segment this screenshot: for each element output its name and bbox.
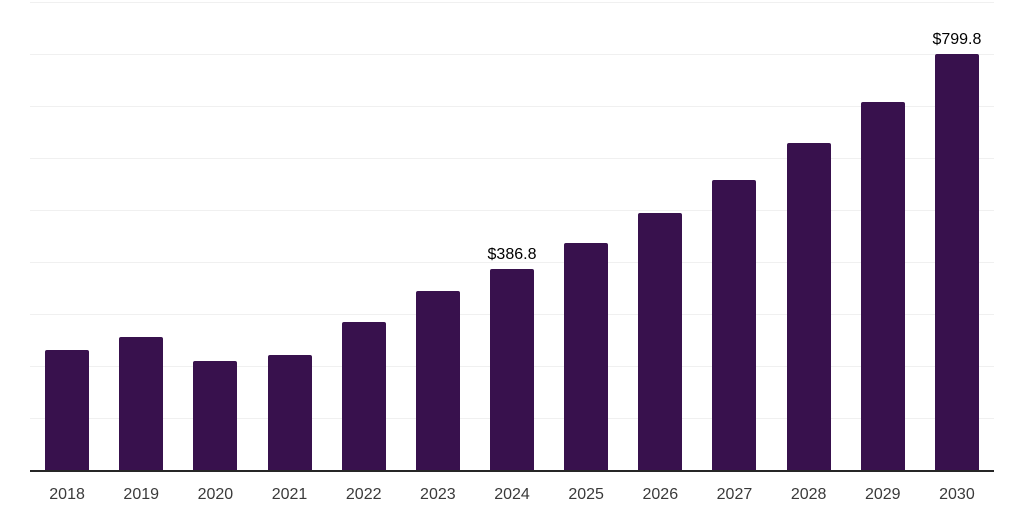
bar-2026 xyxy=(638,213,683,470)
x-tick-label-2028: 2028 xyxy=(790,486,827,503)
data-label-2024: $386.8 xyxy=(487,245,537,263)
bar-2029 xyxy=(860,102,905,470)
plot-area: $386.8 $799.8 xyxy=(30,2,994,470)
bar-2027 xyxy=(712,180,757,470)
bar-2021 xyxy=(267,355,312,470)
bar-2024 xyxy=(490,268,534,470)
bar-2018 xyxy=(45,350,90,470)
gridline-400 xyxy=(30,262,994,263)
bar-2020 xyxy=(193,360,238,470)
bar-2028 xyxy=(786,143,831,470)
x-tick-label-2022: 2022 xyxy=(345,486,382,503)
x-tick-label-2020: 2020 xyxy=(197,486,234,503)
x-tick-label-2025: 2025 xyxy=(568,486,604,503)
bar-2019 xyxy=(119,337,164,470)
x-tick-label-2019: 2019 xyxy=(123,486,160,503)
bar-2022 xyxy=(341,322,386,470)
x-axis-line xyxy=(30,470,994,472)
x-tick-label-2024: 2024 xyxy=(494,486,530,503)
gridline-800 xyxy=(30,54,994,55)
gridline-600 xyxy=(30,158,994,159)
gridline-700 xyxy=(30,106,994,107)
x-tick-label-2023: 2023 xyxy=(420,486,456,503)
bar-2030 xyxy=(934,54,979,470)
x-tick-label-2018: 2018 xyxy=(49,486,85,503)
x-tick-label-2027: 2027 xyxy=(716,486,753,503)
bar-2023 xyxy=(415,291,460,470)
x-tick-label-2030: 2030 xyxy=(939,486,975,503)
bar-2025 xyxy=(564,243,609,470)
x-tick-label-2029: 2029 xyxy=(864,486,901,503)
gridline-900 xyxy=(30,2,994,3)
data-label-2030: $799.8 xyxy=(932,31,982,49)
gridline-500 xyxy=(30,210,994,211)
x-tick-label-2021: 2021 xyxy=(271,486,308,503)
x-tick-label-2026: 2026 xyxy=(642,486,679,503)
